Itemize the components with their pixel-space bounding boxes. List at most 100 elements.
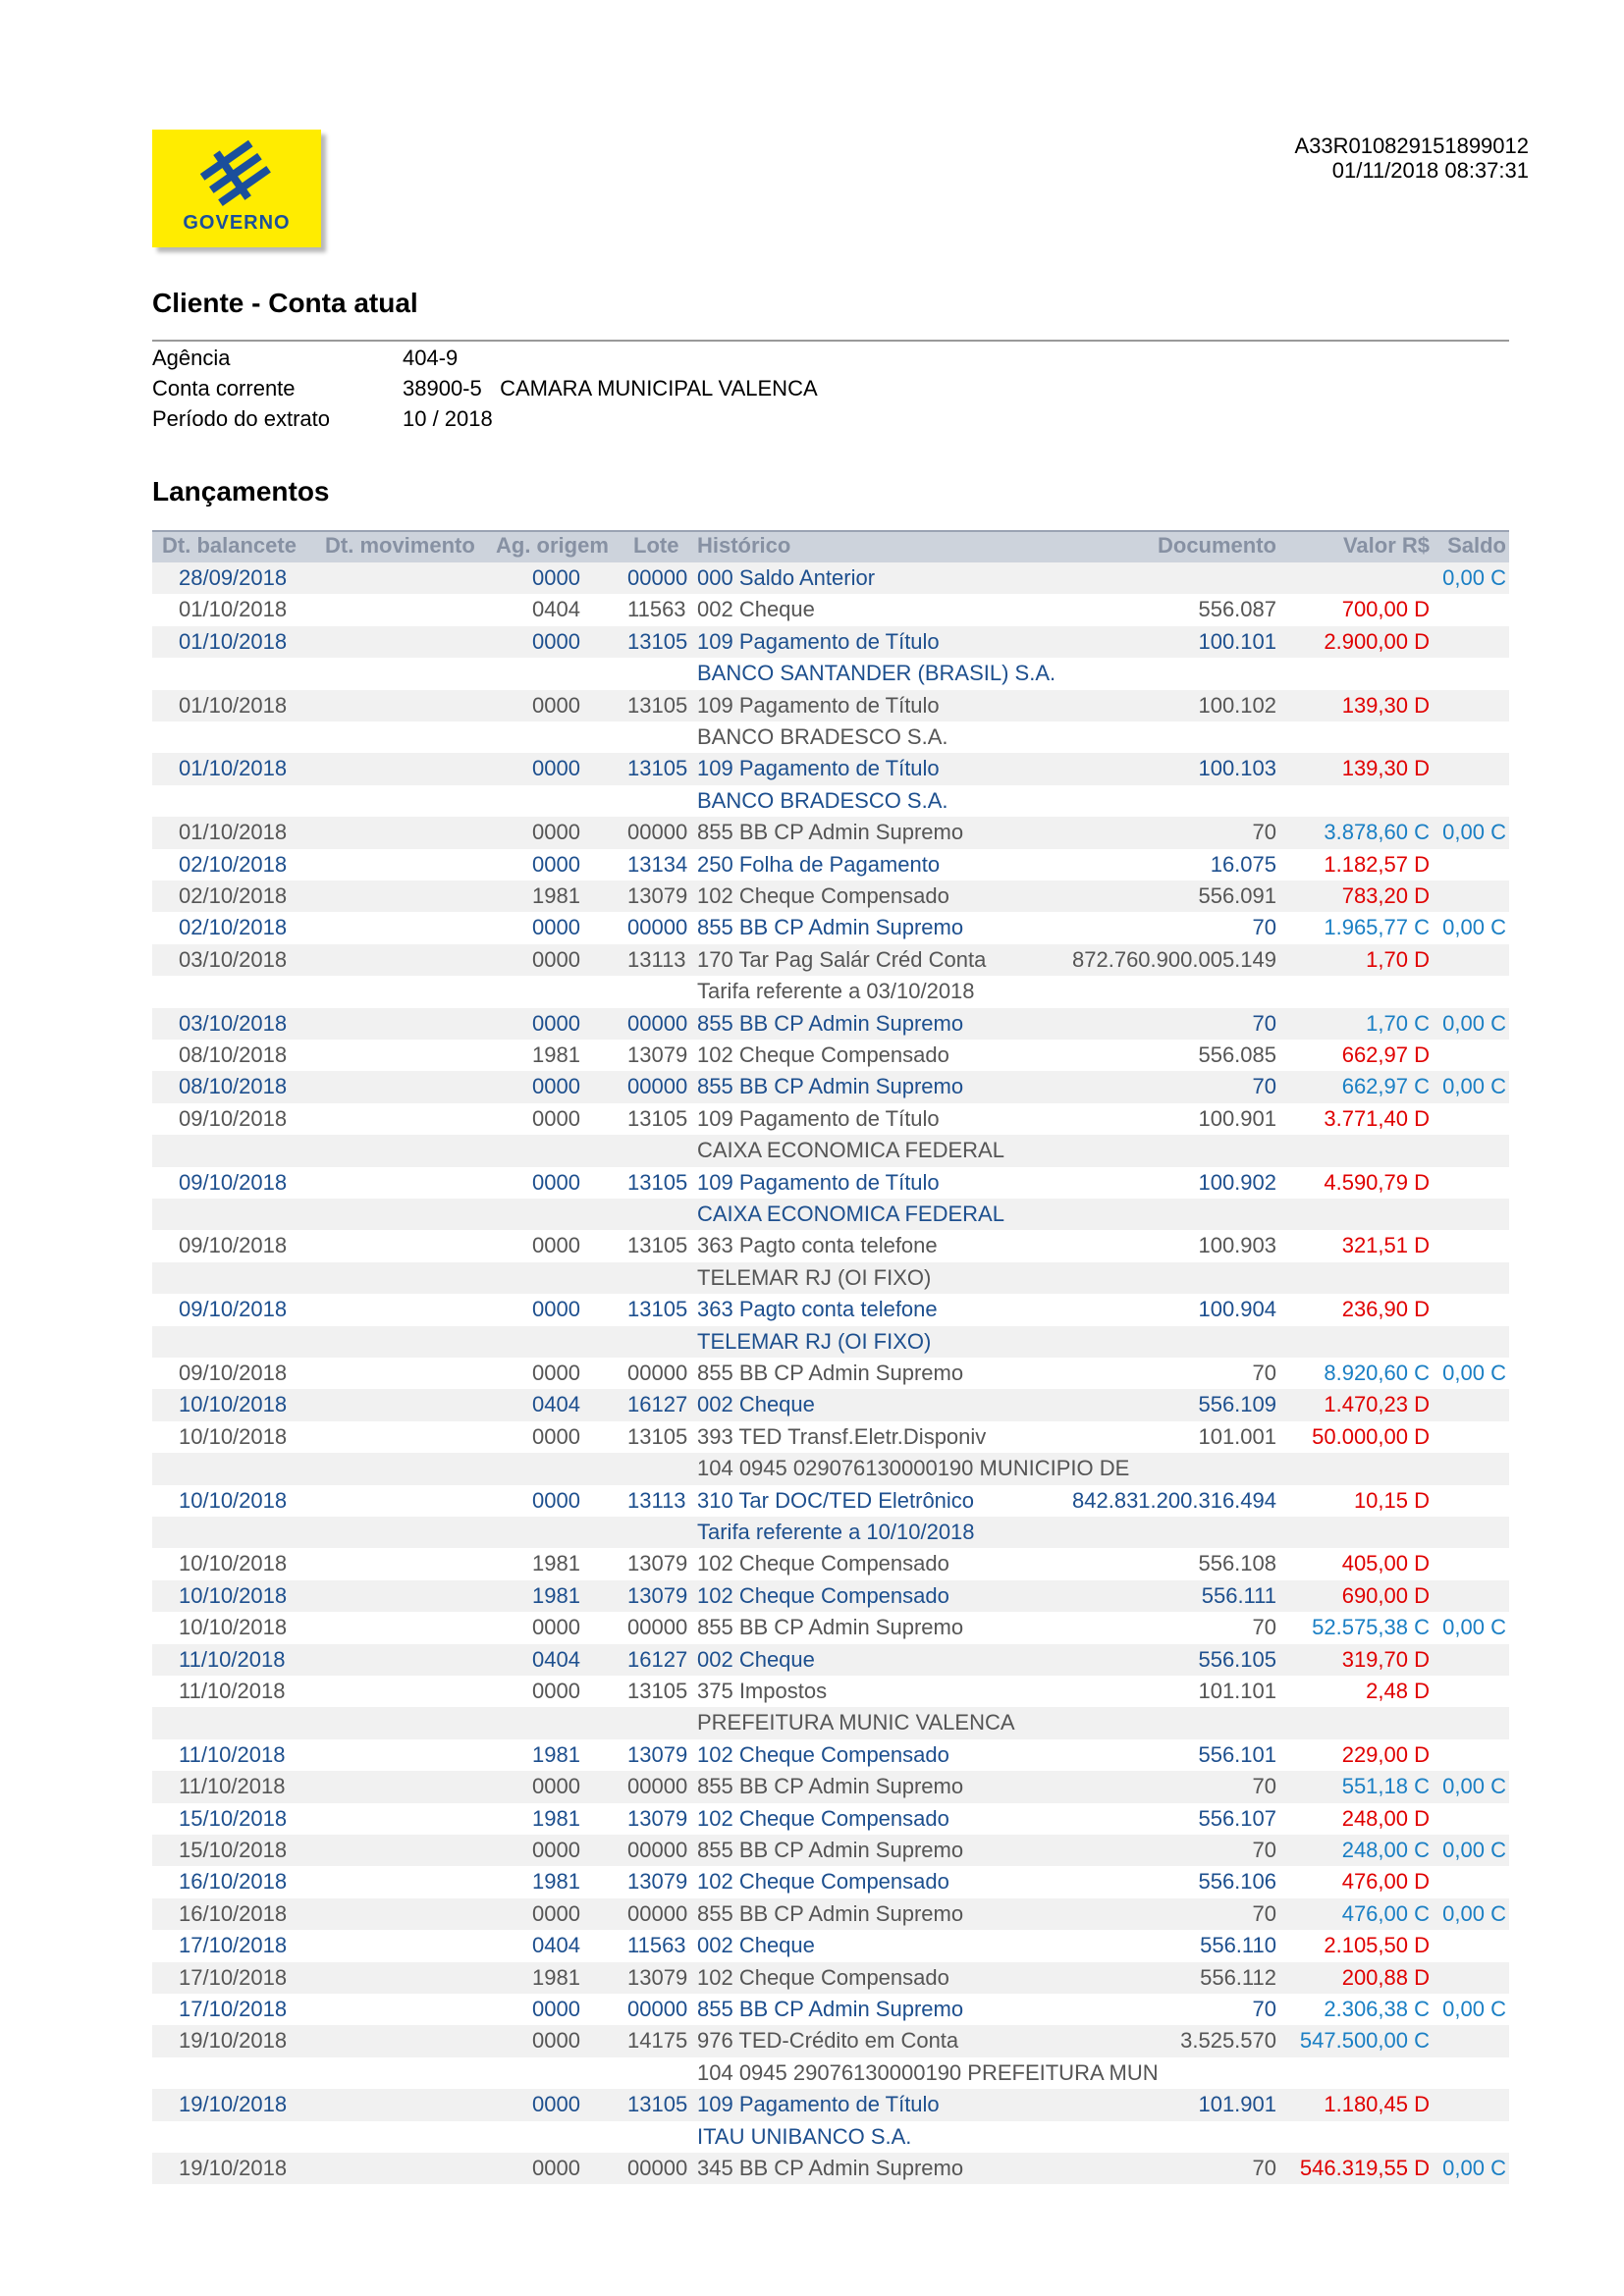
- entry-value: 662,97 C: [1341, 1074, 1430, 1099]
- entry-date: 10/10/2018: [179, 1487, 288, 1513]
- entry-lote: 00000: [627, 1074, 688, 1099]
- entry-agency: 0000: [532, 1423, 580, 1449]
- entry-lote: 13079: [627, 1964, 688, 1990]
- entry-date: 09/10/2018: [179, 1361, 288, 1385]
- row-background: [152, 1961, 1509, 1994]
- entry-date: 09/10/2018: [179, 1233, 288, 1258]
- entry-history: 363 Pagto conta telefone: [697, 1297, 938, 1322]
- entry-lote: 13079: [627, 1869, 688, 1895]
- entry-note: TELEMAR RJ (OI FIXO): [697, 1264, 932, 1290]
- entry-document: 70: [1252, 1838, 1276, 1862]
- entry-document: 556.108: [1198, 1551, 1276, 1576]
- entry-agency: 0000: [532, 1997, 580, 2021]
- entry-history: 345 BB CP Admin Supremo: [697, 2156, 964, 2180]
- entry-note: 104 0945 29076130000190 PREFEITURA MUN: [697, 2059, 1159, 2085]
- entry-agency: 0000: [532, 1838, 580, 1862]
- entry-history: 855 BB CP Admin Supremo: [697, 1010, 964, 1036]
- entry-agency: 0404: [532, 1933, 580, 1958]
- row-background: [152, 1071, 1509, 1103]
- entry-lote: 11563: [627, 1933, 686, 1958]
- entry-document: 16.075: [1210, 851, 1276, 877]
- field-value: 10 / 2018: [403, 406, 493, 431]
- entry-agency: 0000: [532, 2092, 580, 2117]
- row-background: [152, 817, 1509, 849]
- entry-document: 70: [1252, 1074, 1276, 1099]
- column-header: Valor R$: [1342, 533, 1430, 558]
- entry-value: 2.306,38 C: [1324, 1997, 1430, 2021]
- row-background: [152, 2153, 1509, 2185]
- entry-agency: 0404: [532, 597, 580, 622]
- entry-history: 855 BB CP Admin Supremo: [697, 1615, 964, 1640]
- entry-value: 321,51 D: [1341, 1233, 1430, 1258]
- entry-date: 09/10/2018: [179, 1105, 288, 1131]
- entry-agency: 1981: [532, 1582, 580, 1608]
- entry-document: 556.087: [1198, 597, 1276, 622]
- document-datetime: 01/11/2018 08:37:31: [1331, 158, 1529, 183]
- entry-balance: 0,00 C: [1442, 820, 1506, 845]
- entry-value: 1.180,45 D: [1324, 2092, 1430, 2117]
- row-background: [152, 881, 1509, 913]
- entry-history: 363 Pagto conta telefone: [697, 1233, 938, 1258]
- entry-history: 102 Cheque Compensado: [697, 883, 949, 908]
- entry-history: 109 Pagamento de Título: [697, 628, 940, 654]
- entry-agency: 0000: [532, 692, 580, 718]
- entry-document: 842.831.200.316.494: [1072, 1487, 1276, 1513]
- entry-lote: 13105: [627, 2092, 688, 2117]
- entry-document: 70: [1252, 1900, 1276, 1926]
- entry-history: 109 Pagamento de Título: [697, 2092, 940, 2117]
- entry-document: 556.109: [1198, 1392, 1276, 1417]
- entry-history: 102 Cheque Compensado: [697, 1042, 949, 1067]
- entry-lote: 14175: [627, 2028, 688, 2054]
- entry-value: 2.900,00 D: [1324, 628, 1430, 654]
- row-background: [152, 562, 1509, 595]
- entry-document: 70: [1252, 915, 1276, 940]
- entry-history: 102 Cheque Compensado: [697, 1741, 949, 1767]
- entry-agency: 0404: [532, 1646, 580, 1672]
- entry-value: 2.105,50 D: [1324, 1933, 1430, 1958]
- column-header: Dt. balancete: [162, 533, 297, 558]
- entry-balance: 0,00 C: [1442, 565, 1506, 590]
- entry-agency: 0000: [532, 1361, 580, 1385]
- entry-agency: 0000: [532, 1169, 580, 1195]
- entry-document: 3.525.570: [1180, 2028, 1276, 2054]
- entry-value: 1,70 D: [1366, 946, 1430, 972]
- entry-document: 100.101: [1198, 628, 1276, 654]
- entry-value: 1.470,23 D: [1324, 1392, 1430, 1417]
- entry-date: 02/10/2018: [179, 915, 288, 940]
- entry-agency: 1981: [532, 1964, 580, 1990]
- entry-document: 100.902: [1198, 1169, 1276, 1195]
- entry-lote: 13079: [627, 1582, 688, 1608]
- entry-document: 70: [1252, 1010, 1276, 1036]
- entry-document: 556.101: [1198, 1741, 1276, 1767]
- entry-value: 700,00 D: [1341, 597, 1430, 622]
- entry-date: 19/10/2018: [179, 2028, 288, 2054]
- entry-lote: 00000: [627, 1900, 688, 1926]
- entry-value: 200,88 D: [1341, 1964, 1430, 1990]
- entry-lote: 16127: [627, 1392, 688, 1417]
- entry-history: 102 Cheque Compensado: [697, 1805, 949, 1831]
- entry-date: 19/10/2018: [179, 2092, 288, 2117]
- entry-history: 375 Impostos: [697, 1679, 828, 1703]
- entry-lote: 00000: [627, 565, 688, 590]
- entry-document: 70: [1252, 1997, 1276, 2021]
- entry-value: 405,00 D: [1341, 1551, 1430, 1576]
- entry-date: 16/10/2018: [179, 1900, 288, 1926]
- row-background: [152, 1325, 1509, 1358]
- entry-date: 09/10/2018: [179, 1169, 288, 1195]
- entry-agency: 0000: [532, 851, 580, 877]
- row-background: [152, 1517, 1509, 1549]
- entry-lote: 13105: [627, 1169, 688, 1195]
- entry-history: 109 Pagamento de Título: [697, 692, 940, 718]
- entry-history: 855 BB CP Admin Supremo: [697, 1838, 964, 1862]
- entry-history: 002 Cheque: [697, 1646, 815, 1672]
- entry-value: 10,15 D: [1353, 1487, 1430, 1513]
- logo-symbol: [199, 139, 271, 206]
- entry-history: 976 TED-Crédito em Conta: [697, 2028, 959, 2054]
- entry-history: 102 Cheque Compensado: [697, 1964, 949, 1990]
- entry-value: 476,00 C: [1341, 1900, 1430, 1926]
- column-header: Dt. movimento: [325, 533, 475, 558]
- entry-value: 3.771,40 D: [1324, 1105, 1430, 1131]
- entry-history: 002 Cheque: [697, 1392, 815, 1417]
- column-header: Saldo: [1447, 533, 1506, 558]
- entry-date: 15/10/2018: [179, 1838, 288, 1862]
